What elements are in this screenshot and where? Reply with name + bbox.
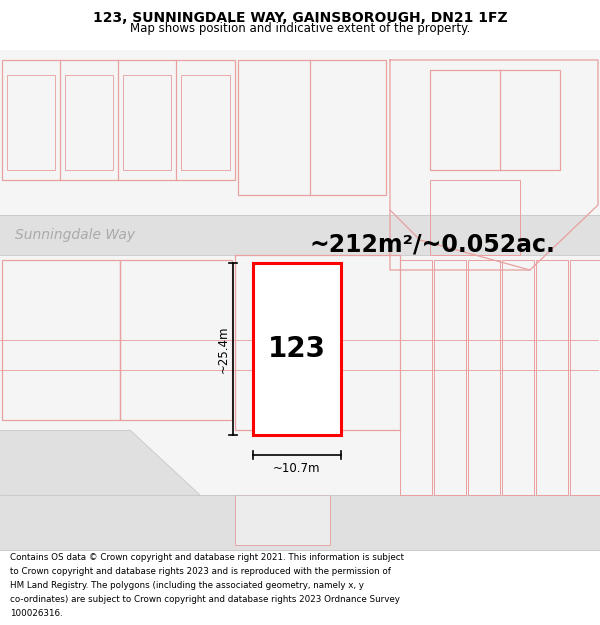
Text: 100026316.: 100026316.: [10, 609, 63, 618]
Text: Contains OS data © Crown copyright and database right 2021. This information is : Contains OS data © Crown copyright and d…: [10, 553, 404, 562]
Bar: [0, 495, 600, 550]
Text: ~10.7m: ~10.7m: [273, 461, 321, 474]
Text: 123, SUNNINGDALE WAY, GAINSBOROUGH, DN21 1FZ: 123, SUNNINGDALE WAY, GAINSBOROUGH, DN21…: [92, 11, 508, 25]
Bar: [570, 260, 600, 495]
Text: 123: 123: [268, 335, 326, 363]
Bar: [65, 75, 113, 170]
Bar: [7, 75, 55, 170]
Text: ~25.4m: ~25.4m: [217, 325, 229, 372]
Text: to Crown copyright and database rights 2023 and is reproduced with the permissio: to Crown copyright and database rights 2…: [10, 567, 391, 576]
Bar: [430, 180, 520, 255]
Bar: [430, 70, 560, 170]
Bar: [502, 260, 534, 495]
Bar: [235, 255, 400, 430]
Text: HM Land Registry. The polygons (including the associated geometry, namely x, y: HM Land Registry. The polygons (includin…: [10, 581, 364, 590]
Bar: [468, 260, 500, 495]
Bar: [434, 260, 466, 495]
Polygon shape: [0, 430, 200, 495]
Bar: [400, 260, 432, 495]
Bar: [238, 60, 386, 195]
Text: Map shows position and indicative extent of the property.: Map shows position and indicative extent…: [130, 22, 470, 35]
Polygon shape: [235, 495, 330, 545]
Text: Sunningdale Way: Sunningdale Way: [15, 228, 135, 242]
Bar: [123, 75, 171, 170]
Bar: [2, 260, 120, 420]
Bar: [536, 260, 568, 495]
Bar: [181, 75, 230, 170]
Bar: [253, 263, 341, 435]
Bar: [120, 260, 232, 420]
Text: co-ordinates) are subject to Crown copyright and database rights 2023 Ordnance S: co-ordinates) are subject to Crown copyr…: [10, 594, 400, 604]
Text: ~212m²/~0.052ac.: ~212m²/~0.052ac.: [310, 233, 556, 257]
Bar: [0, 215, 600, 255]
Bar: [2, 60, 235, 180]
